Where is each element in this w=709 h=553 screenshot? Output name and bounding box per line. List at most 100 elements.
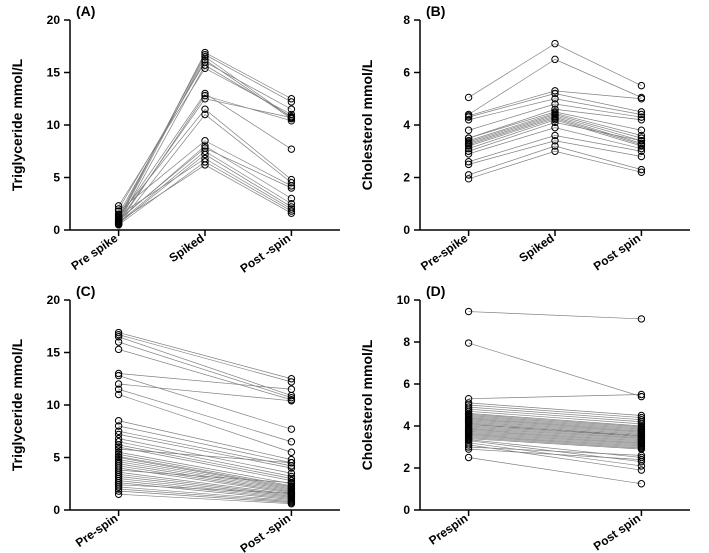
data-marker	[465, 127, 471, 133]
y-tick-label: 0	[53, 503, 60, 517]
series-line	[119, 389, 292, 442]
data-marker	[465, 444, 471, 450]
data-marker	[638, 117, 644, 123]
x-tick-label: Spiked	[516, 231, 556, 265]
y-axis-label: Triglyceride mmol/L	[9, 338, 25, 471]
panel-label: (D)	[426, 283, 445, 299]
y-axis-label: Triglyceride mmol/L	[9, 58, 25, 191]
series-markers	[115, 49, 294, 228]
data-marker	[465, 151, 471, 157]
data-marker	[288, 490, 294, 496]
data-marker	[202, 65, 208, 71]
x-tick-label-group: Post spin	[591, 231, 643, 273]
data-marker	[552, 124, 558, 130]
data-marker	[288, 460, 294, 466]
series-line	[119, 374, 292, 390]
y-tick-label: 15	[47, 66, 61, 80]
data-marker	[552, 40, 558, 46]
series-line	[119, 62, 292, 209]
data-marker	[465, 308, 471, 314]
data-marker	[638, 316, 644, 322]
y-tick-label: 6	[403, 66, 410, 80]
series-line	[469, 151, 642, 179]
data-marker	[465, 117, 471, 123]
data-marker	[638, 391, 644, 397]
data-marker	[288, 386, 294, 392]
x-tick-label-group: Pre-spike	[418, 231, 471, 274]
data-marker	[638, 96, 644, 102]
series-lines	[119, 333, 292, 504]
data-marker	[288, 439, 294, 445]
data-marker	[115, 491, 121, 497]
x-tick-label: Spiked	[166, 231, 206, 265]
data-marker	[288, 114, 294, 120]
figure-container: 05101520Pre spikeSpikedPost -spinTriglyc…	[0, 0, 709, 548]
x-tick-label: Post spin	[591, 231, 643, 273]
data-marker	[115, 391, 121, 397]
data-marker	[638, 169, 644, 175]
data-marker	[638, 467, 644, 473]
x-tick-label-group: Pre-spin	[73, 511, 120, 550]
data-marker	[465, 94, 471, 100]
data-marker	[288, 210, 294, 216]
y-tick-label: 4	[403, 419, 410, 433]
data-marker	[638, 82, 644, 88]
data-marker	[465, 454, 471, 460]
x-tick-label-group: Post -spin	[238, 511, 294, 553]
series-line	[119, 421, 292, 460]
series-line	[119, 53, 292, 220]
data-marker	[288, 146, 294, 152]
series-markers	[465, 308, 644, 487]
data-marker	[638, 452, 644, 458]
x-tick-label-group: Post spin	[591, 511, 643, 553]
y-tick-label: 5	[53, 171, 60, 185]
data-marker	[115, 372, 121, 378]
panel-D: 0246810PrespinPost spinCholesterol mmol/…	[359, 283, 690, 553]
data-marker	[115, 218, 121, 224]
data-marker	[288, 449, 294, 455]
y-axis-label: Cholesterol mmol/L	[359, 339, 375, 470]
data-marker	[465, 176, 471, 182]
y-tick-label: 8	[403, 13, 410, 27]
y-tick-label: 10	[47, 118, 61, 132]
y-tick-label: 2	[403, 171, 410, 185]
data-marker	[288, 480, 294, 486]
data-marker	[288, 426, 294, 432]
data-marker	[638, 153, 644, 159]
series-line	[469, 343, 642, 397]
series-line	[119, 445, 292, 479]
x-tick-label: Pre-spin	[73, 511, 120, 550]
data-marker	[288, 398, 294, 404]
series-line	[469, 458, 642, 484]
y-tick-label: 10	[397, 293, 411, 307]
data-marker	[115, 212, 121, 218]
series-line	[119, 333, 292, 379]
x-tick-label-group: Post -spin	[238, 231, 294, 276]
data-marker	[465, 340, 471, 346]
series-line	[119, 55, 292, 218]
x-tick-label-group: Prespin	[426, 511, 470, 548]
data-marker	[115, 346, 121, 352]
x-tick-label-group: Pre spike	[69, 231, 121, 273]
data-marker	[638, 446, 644, 452]
y-tick-label: 0	[53, 223, 60, 237]
series-line	[119, 165, 292, 222]
series-markers	[465, 40, 644, 182]
series-line	[119, 376, 292, 430]
x-tick-label: Pre-spike	[418, 231, 471, 274]
data-marker	[115, 339, 121, 345]
y-tick-label: 5	[53, 451, 60, 465]
data-marker	[288, 185, 294, 191]
y-tick-label: 10	[47, 398, 61, 412]
data-marker	[288, 379, 294, 385]
data-marker	[638, 481, 644, 487]
y-axis-label: Cholesterol mmol/L	[359, 59, 375, 190]
y-tick-label: 20	[47, 13, 61, 27]
series-line	[119, 342, 292, 398]
data-marker	[552, 56, 558, 62]
data-marker	[638, 138, 644, 144]
data-marker	[552, 148, 558, 154]
y-tick-label: 2	[403, 461, 410, 475]
panel-label: (A)	[76, 3, 95, 19]
y-tick-label: 20	[47, 293, 61, 307]
